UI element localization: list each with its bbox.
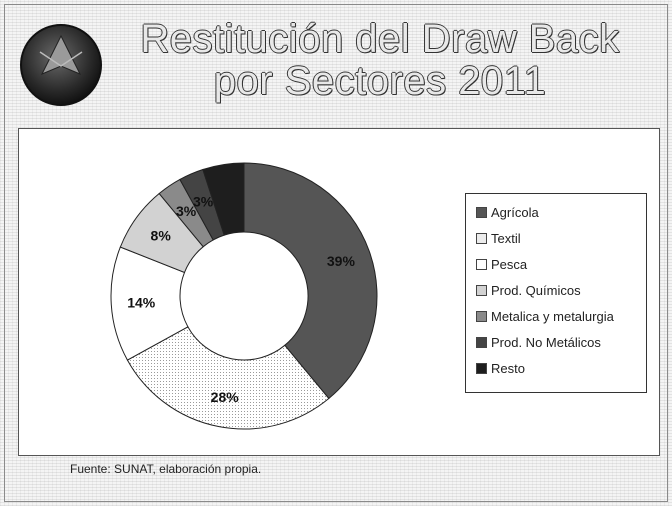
data-label-1: 28% (211, 389, 240, 405)
logo-emblem (20, 24, 102, 106)
legend-item-5: Prod. No Metálicos (476, 334, 601, 350)
legend-item-0: Agrícola (476, 204, 539, 220)
legend-item-1: Textil (476, 230, 521, 246)
data-label-3: 8% (151, 227, 172, 243)
legend-label-0: Agrícola (491, 204, 539, 220)
donut-slice-1 (126, 326, 330, 430)
legend-item-3: Prod. Químicos (476, 282, 581, 298)
legend-swatch-5 (476, 336, 487, 348)
slide-frame (4, 4, 668, 502)
legend-label-1: Textil (491, 230, 521, 246)
donut-slice-6 (202, 162, 245, 236)
donut-chart: 39%28%14%8%3%3% (110, 162, 378, 430)
data-label-4: 3% (176, 203, 197, 219)
legend-item-6: Resto (476, 360, 525, 376)
donut-slice-0 (243, 162, 378, 400)
legend-swatch-0 (476, 206, 487, 218)
legend-swatch-3 (476, 284, 487, 296)
legend-label-6: Resto (491, 360, 525, 376)
data-label-5: 3% (193, 193, 214, 209)
page-title: Restitución del Draw Back por Sectores 2… (108, 18, 652, 102)
legend-swatch-4 (476, 310, 487, 322)
legend-label-5: Prod. No Metálicos (491, 334, 601, 350)
legend-swatch-2 (476, 258, 487, 270)
legend-label-2: Pesca (491, 256, 528, 272)
chart-area: 39% 28% 14% 8% 3% 3% Agrícola Textil Pesca Prod.… (18, 128, 660, 456)
legend-label-4: Metalica y metalurgia (491, 308, 614, 324)
data-label-0: 39% (327, 253, 356, 269)
legend-swatch-1 (476, 232, 487, 244)
legend-swatch-6 (476, 362, 487, 374)
data-label-2: 14% (127, 294, 156, 310)
legend-item-2: Pesca (476, 256, 527, 272)
chart-legend: Agrícola Textil Pesca Prod. Químicos Metalic… (465, 193, 647, 393)
source-note: Fuente: SUNAT, elaboración propia. (70, 462, 262, 476)
legend-label-3: Prod. Químicos (491, 282, 581, 298)
title-line-2: por Sectores 2011 (213, 59, 547, 103)
legend-item-4: Metalica y metalurgia (476, 308, 614, 324)
title-line-1: Restitución del Draw Back (140, 17, 620, 61)
